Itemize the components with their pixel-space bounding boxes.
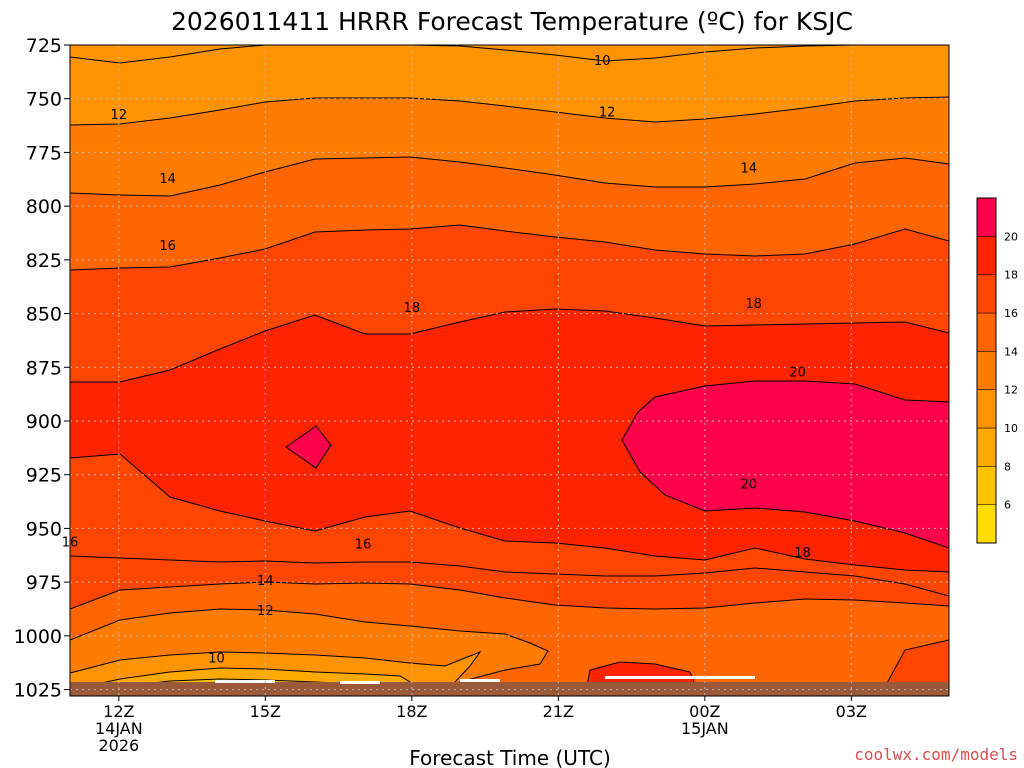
band-20-22-pocket <box>286 426 331 468</box>
contour-label: 14 <box>159 172 176 187</box>
colorbar: 6 8 10 12 14 16 18 20 <box>976 197 1018 544</box>
contour-label: 12 <box>257 604 274 619</box>
contour-12 <box>70 96 949 126</box>
terrain-gap <box>605 676 755 679</box>
y-tick-label: 775 <box>26 142 62 164</box>
terrain-gap <box>340 681 380 684</box>
colorbar-swatch <box>976 351 997 390</box>
x-tick-label: 00Z <box>689 702 720 721</box>
contour-8-lower <box>70 667 416 696</box>
contour-12-lower <box>70 608 549 696</box>
y-tick-label: 875 <box>26 357 62 379</box>
contour-14-lower <box>70 581 949 610</box>
contour-label: 16 <box>355 537 372 552</box>
colorbar-swatch <box>976 312 997 352</box>
colorbar-tick-label: 16 <box>1004 307 1018 320</box>
y-tick-label: 900 <box>26 411 62 433</box>
colorbar-tick-label: 18 <box>1004 269 1018 282</box>
x-tick-label: 14JAN <box>95 719 143 738</box>
contour-label: 10 <box>208 651 225 666</box>
contour-label: 18 <box>745 297 762 312</box>
colorbar-swatch <box>976 236 997 275</box>
colorbar-swatch <box>976 427 997 467</box>
contour-label: 18 <box>794 546 811 561</box>
colorbar-tick-label: 8 <box>1004 460 1011 473</box>
y-tick-label: 975 <box>26 572 62 594</box>
plot-area <box>70 45 949 696</box>
y-axis: 725 750 775 800 825 850 875 900 925 950 975 1000 102… <box>14 35 70 702</box>
band-20-22 <box>622 381 949 548</box>
colorbar-swatch <box>976 389 997 429</box>
y-tick-label: 725 <box>26 35 62 57</box>
x-tick-label: 03Z <box>836 702 867 721</box>
contour-10-lower <box>70 650 482 696</box>
chart-title: 2026011411 HRRR Forecast Temperature (ºC… <box>171 7 853 36</box>
contour-label: 16 <box>159 239 176 254</box>
x-tick-label: 15Z <box>250 702 281 721</box>
colorbar-swatch <box>976 197 997 237</box>
y-tick-label: 950 <box>26 518 62 540</box>
contour-16-lower <box>70 555 949 597</box>
colorbar-tick-label: 14 <box>1004 345 1018 358</box>
colorbar-tick-label: 10 <box>1004 422 1018 435</box>
y-tick-label: 925 <box>26 465 62 487</box>
plot-frame <box>69 44 950 697</box>
y-tick-label: 800 <box>26 196 62 218</box>
grid <box>70 45 949 696</box>
terrain-strip <box>70 682 949 696</box>
x-tick-label: 15JAN <box>681 719 729 738</box>
x-tick-label: 12Z <box>103 702 134 721</box>
y-tick-label: 825 <box>26 250 62 272</box>
y-tick-label: 750 <box>26 89 62 111</box>
colorbar-tick-label: 20 <box>1004 230 1018 243</box>
contour-label: 20 <box>741 477 758 492</box>
contour-20 <box>621 380 949 549</box>
contour-label: 14 <box>741 161 758 176</box>
x-tick-label: 2026 <box>98 736 139 755</box>
terrain-gap <box>460 679 500 682</box>
contour-label: 12 <box>111 108 128 123</box>
x-tick-label: 21Z <box>543 702 574 721</box>
y-tick-label: 1025 <box>14 680 62 702</box>
x-tick-label: 18Z <box>396 702 427 721</box>
contour-20-pocket <box>285 425 332 469</box>
contour-label: 18 <box>404 301 421 316</box>
colorbar-swatch <box>976 504 997 544</box>
colorbar-tick-label: 6 <box>1004 499 1011 512</box>
y-tick-label: 850 <box>26 304 62 326</box>
terrain-gap <box>215 680 275 683</box>
contour-18-lower <box>70 453 949 573</box>
credit-link[interactable]: coolwx.com/models <box>854 745 1018 764</box>
contour-label: 10 <box>594 54 611 69</box>
x-axis-label: Forecast Time (UTC) <box>409 746 611 768</box>
contour-label: 12 <box>599 106 616 121</box>
contour-18-upper <box>70 308 949 383</box>
colorbar-swatch <box>976 466 997 505</box>
colorbar-swatch <box>976 274 997 314</box>
contour-label: 20 <box>789 366 806 381</box>
colorbar-frame <box>976 197 997 544</box>
contour-label: 14 <box>257 574 274 589</box>
contour-10 <box>70 45 949 64</box>
contour-16 <box>70 224 949 271</box>
y-tick-label: 1000 <box>14 626 62 648</box>
colorbar-tick-label: 12 <box>1004 384 1018 397</box>
contour-16-right-low <box>879 639 949 696</box>
contour-14 <box>70 156 949 197</box>
